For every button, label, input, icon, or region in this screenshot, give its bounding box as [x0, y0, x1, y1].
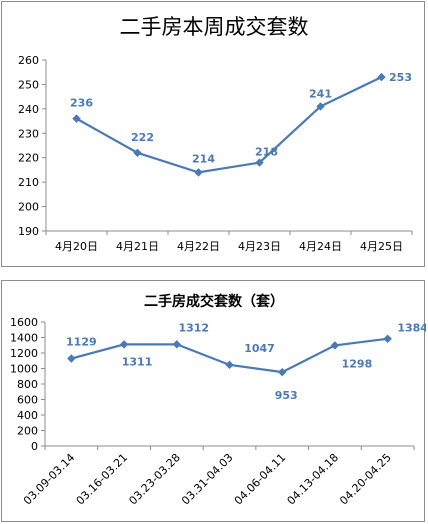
y-tick-label: 220 — [18, 152, 39, 165]
data-point — [278, 367, 287, 377]
chart-title: 二手房本周成交套数 — [120, 15, 309, 39]
x-tick-label: 03.16-03.21 — [74, 451, 131, 508]
y-tick-label: 1400 — [10, 332, 38, 345]
y-tick-label: 240 — [18, 103, 39, 116]
x-tick-label: 04.13-04.18 — [285, 451, 342, 508]
y-tick-label: 400 — [17, 409, 38, 422]
y-tick-label: 1600 — [10, 316, 38, 329]
y-tick-label: 190 — [18, 225, 39, 238]
data-label: 1312 — [178, 321, 209, 334]
y-tick-label: 250 — [18, 78, 39, 91]
y-tick-label: 260 — [18, 54, 39, 67]
x-tick-label: 4月23日 — [238, 240, 281, 253]
chart-history-svg: 二手房成交套数（套） 0 200 400 600 800 1000 1200 1400 1600… — [10, 293, 426, 508]
data-label: 1311 — [122, 355, 153, 368]
y-tick-label: 200 — [17, 425, 38, 438]
y-tick-label: 0 — [31, 440, 38, 453]
x-tick-label: 03.31-04.03 — [179, 451, 236, 508]
chart-weekly-svg: 二手房本周成交套数 190 200 210 220 230 240 250 260 4月20日 4… — [18, 15, 413, 253]
data-label: 253 — [389, 71, 412, 84]
x-tick-label: 03.23-03.28 — [126, 451, 183, 508]
x-tick-label: 4月24日 — [299, 240, 342, 253]
data-label: 241 — [309, 87, 332, 100]
data-label: 1047 — [244, 342, 275, 355]
data-point — [383, 334, 392, 343]
chart-panel-weekly: 二手房本周成交套数 190 200 210 220 230 240 250 260 4月20日 4… — [1, 1, 425, 267]
data-label: 222 — [131, 131, 154, 144]
data-label: 953 — [275, 389, 298, 402]
chart-panel-history: 二手房成交套数（套） 0 200 400 600 800 1000 1200 1400 1600… — [1, 280, 426, 522]
y-tick-label: 200 — [18, 201, 39, 214]
y-tick-label: 600 — [17, 394, 38, 407]
x-tick-label: 4月20日 — [55, 240, 98, 253]
x-tick-label: 04.06-04.11 — [232, 451, 289, 508]
x-tick-label: 04.20-04.25 — [337, 451, 394, 508]
y-tick-label: 1000 — [10, 363, 38, 376]
data-point — [133, 148, 142, 158]
x-tick-label: 4月22日 — [177, 240, 220, 253]
data-label: 1298 — [342, 357, 373, 370]
y-tick-label: 1200 — [10, 347, 38, 360]
data-point — [377, 72, 386, 82]
series-line — [75, 76, 382, 174]
x-tick-label: 4月25日 — [360, 240, 403, 253]
data-label: 1384 — [397, 322, 426, 335]
y-tick-label: 800 — [17, 378, 38, 391]
data-label: 218 — [255, 146, 278, 159]
data-point — [330, 341, 340, 350]
y-tick-label: 210 — [18, 176, 39, 189]
data-point — [316, 102, 325, 111]
data-label: 236 — [70, 97, 93, 110]
data-label: 1129 — [66, 336, 97, 349]
y-tick-label: 230 — [18, 127, 39, 140]
data-point — [72, 114, 81, 123]
data-point — [67, 354, 76, 363]
chart-title: 二手房成交套数（套） — [144, 293, 284, 310]
data-point — [172, 340, 181, 349]
data-label: 214 — [192, 152, 215, 165]
data-point — [119, 340, 129, 349]
x-tick-label: 03.09-03.14 — [21, 451, 78, 508]
data-point — [194, 168, 203, 177]
x-tick-label: 4月21日 — [116, 240, 159, 253]
data-point — [225, 360, 234, 370]
